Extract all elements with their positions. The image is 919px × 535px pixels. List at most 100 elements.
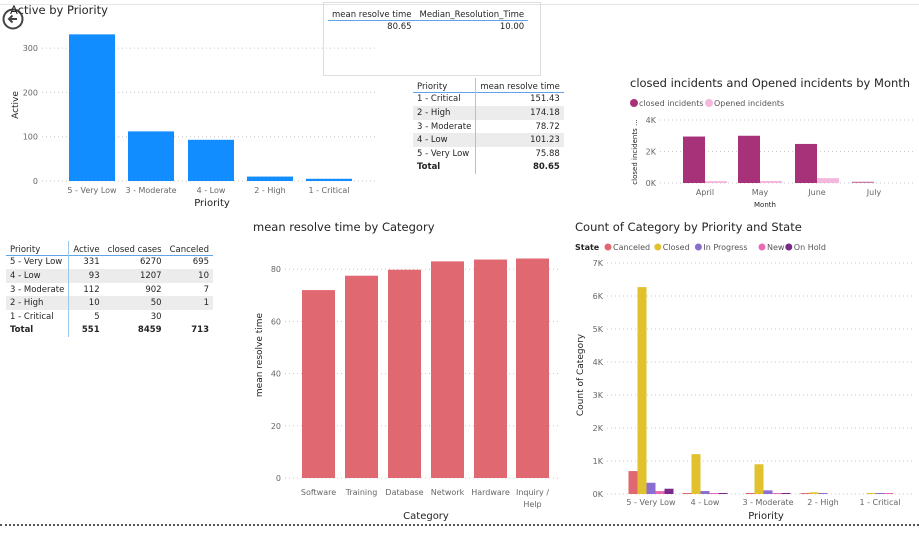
cell: 75.88 (535, 148, 560, 159)
legend-title: State (575, 243, 600, 252)
bar-closed (637, 287, 647, 494)
cell: 30 (150, 311, 162, 322)
cell: 3 - Moderate (6, 282, 70, 297)
bar-active (306, 178, 352, 181)
cell: 5 - Very Low (6, 255, 70, 270)
x-tick-label: Software (301, 488, 336, 497)
bar-new (772, 493, 782, 494)
cell: 80.65 (532, 162, 560, 173)
bar-active (188, 139, 234, 181)
legend-label: Opened incidents (714, 99, 784, 108)
cell: 2 - High (413, 106, 477, 120)
cell: 1 - Critical (413, 92, 477, 107)
cell: 713 (191, 325, 209, 336)
x-tick-label: 3 - Moderate (125, 186, 176, 195)
x-axis-title: Priority (748, 511, 784, 522)
back-arrow-icon (2, 8, 24, 30)
y-tick-label: 0 (276, 474, 281, 483)
bar-closed (738, 135, 760, 183)
legend-marker (604, 243, 612, 251)
cell: 695 (192, 257, 209, 268)
table-row: 2 - High 10 50 1 (6, 296, 213, 310)
bar-active (128, 131, 174, 181)
y-tick-label: 1K (593, 457, 604, 466)
bar-opened (817, 178, 839, 183)
cell: 93 (68, 269, 104, 283)
col-header[interactable]: Active (73, 244, 100, 255)
bar-closed (691, 454, 701, 494)
x-tick-label: 2 - High (254, 186, 285, 195)
bar-closed (754, 464, 764, 494)
back-button[interactable] (2, 8, 24, 30)
legend-label: On Hold (794, 243, 826, 252)
y-tick-label: 2K (646, 148, 657, 157)
total-row: Total 80.65 (413, 160, 564, 175)
bar-category (516, 258, 549, 478)
table-row: 5 - Very Low 331 6270 695 (6, 255, 213, 270)
cell: 1207 (103, 269, 166, 283)
y-tick-label: 3K (593, 391, 604, 400)
cell: 5 (94, 311, 100, 322)
col-header[interactable]: Canceled (169, 244, 209, 255)
y-tick-label: 7K (593, 259, 604, 268)
kpi-value: 10.00 (499, 22, 525, 33)
cell: 2 - High (6, 296, 70, 310)
cell: 174.18 (475, 106, 564, 120)
bar-closed (866, 493, 876, 494)
x-tick-label: Hardware (471, 488, 510, 497)
y-tick-label: 4K (646, 116, 657, 125)
table-row: 1 - Critical 5 30 (6, 309, 213, 324)
cell: 902 (145, 284, 162, 295)
bar-on-hold (781, 493, 791, 494)
x-tick-label: Network (431, 488, 465, 497)
kpi-header[interactable]: mean resolve time (332, 9, 412, 20)
legend-marker (694, 243, 702, 251)
y-tick-label: 60 (271, 317, 281, 326)
kpi-card: mean resolve time Median_Resolution_Time … (323, 2, 541, 76)
x-axis-title: Month (754, 201, 776, 209)
cell: Total (6, 323, 70, 338)
cell: 1 (165, 296, 213, 310)
table-row: 2 - High 174.18 (413, 106, 564, 120)
col-header[interactable]: Priority (6, 241, 70, 256)
x-tick-label: Help (523, 500, 541, 509)
bar-closed (683, 136, 705, 183)
top-border (0, 0, 919, 5)
x-tick-label: 1 - Critical (859, 498, 900, 507)
x-tick-label: 4 - Low (197, 186, 226, 195)
x-tick-label: April (696, 188, 714, 197)
bar-in-progress (700, 491, 710, 494)
col-header[interactable]: Priority (413, 78, 477, 93)
col-header[interactable]: mean resolve time (480, 81, 560, 92)
cell: 5 - Very Low (413, 146, 477, 161)
legend-label: Closed (663, 243, 690, 252)
col-header[interactable]: closed cases (107, 244, 162, 255)
x-tick-label: Inquiry / (516, 488, 549, 497)
legend-label: In Progress (703, 243, 747, 252)
legend-marker (654, 243, 662, 251)
cell: 50 (103, 296, 166, 310)
bar-active (69, 34, 115, 181)
bar-on-hold (664, 488, 674, 494)
y-tick-label: 100 (23, 133, 38, 142)
cell: 1 - Critical (6, 309, 70, 324)
legend-marker (630, 99, 638, 107)
bar-closed (852, 181, 874, 183)
category-chart-title: mean resolve time by Category (253, 220, 435, 234)
table-row: 3 - Moderate 78.72 (413, 119, 564, 134)
y-axis-title: Count of Category (576, 333, 586, 416)
bar-category (431, 261, 464, 478)
priority-table: Priority Active closed cases Canceled 5 - V… (6, 241, 213, 338)
active-chart-title: Active by Priority (10, 3, 108, 17)
table-row: 4 - Low 101.23 (413, 133, 564, 147)
x-tick-label: June (807, 188, 826, 197)
legend-marker (705, 99, 713, 107)
kpi-header[interactable]: Median_Resolution_Time (419, 9, 525, 20)
y-tick-label: 6K (593, 292, 604, 301)
bar-new (709, 493, 719, 494)
bar-opened (705, 181, 727, 183)
legend-marker (785, 243, 793, 251)
cell: 4 - Low (413, 133, 477, 147)
y-tick-label: 80 (271, 265, 281, 274)
